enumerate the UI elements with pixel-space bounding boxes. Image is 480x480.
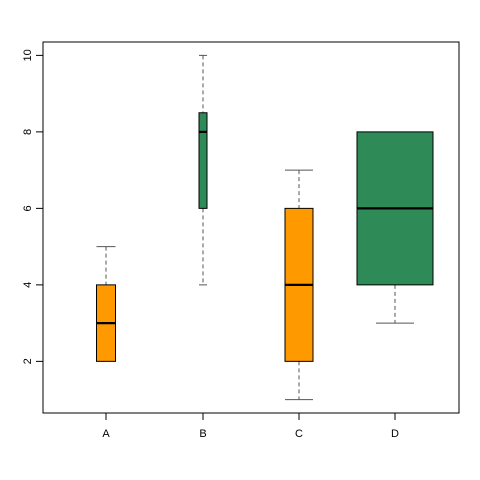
y-tick-label-6: 6 (22, 205, 34, 211)
x-tick-label-A: A (102, 428, 110, 440)
x-tick-label-C: C (295, 428, 303, 440)
box-B (198, 112, 208, 209)
y-tick-label-4: 4 (22, 282, 34, 288)
plot-frame (42, 41, 460, 414)
y-tick-label-8: 8 (22, 129, 34, 135)
y-tick-label-2: 2 (22, 358, 34, 364)
x-tick-label-B: B (199, 428, 206, 440)
y-tick-label-10: 10 (22, 49, 34, 61)
x-tick-label-D: D (391, 428, 399, 440)
